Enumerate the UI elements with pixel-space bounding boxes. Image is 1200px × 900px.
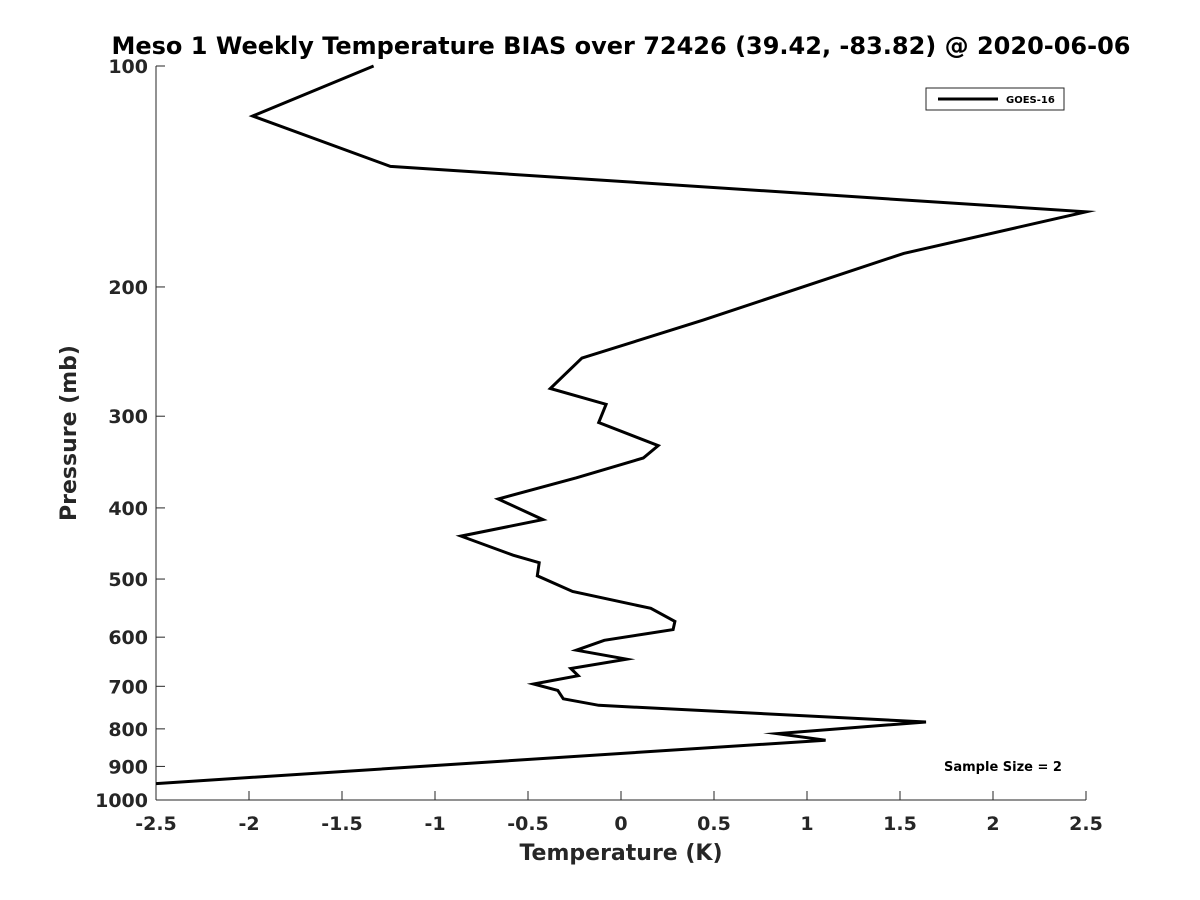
y-tick-label: 500	[108, 569, 148, 591]
y-ticks: 100 200 300 400 500 600 700 800 900 1000	[95, 56, 165, 812]
y-tick-label: 1000	[95, 790, 148, 812]
x-axis-label: Temperature (K)	[519, 841, 722, 866]
legend-label: GOES-16	[1006, 95, 1055, 106]
y-axis-label: Pressure (mb)	[57, 345, 82, 521]
x-tick-label: 0	[614, 813, 627, 835]
x-tick-label: -1.5	[321, 813, 363, 835]
x-tick-label: 1	[800, 813, 813, 835]
x-tick-label: 2.5	[1069, 813, 1103, 835]
sample-size-note: Sample Size = 2	[944, 760, 1062, 775]
x-tick-label: 0.5	[697, 813, 731, 835]
x-tick-label: -2.5	[135, 813, 177, 835]
x-tick-label: -0.5	[507, 813, 549, 835]
y-tick-label: 900	[108, 756, 148, 778]
legend: GOES-16	[925, 87, 1065, 111]
y-tick-label: 300	[108, 406, 148, 428]
y-tick-label: 100	[108, 56, 148, 78]
x-ticks: -2.5 -2 -1.5 -1 -0.5 0 0.5 1 1.5 2 2.5	[135, 791, 1103, 835]
y-tick-label: 600	[108, 627, 148, 649]
y-tick-label: 700	[108, 676, 148, 698]
y-tick-label: 400	[108, 498, 148, 520]
x-tick-label: -2	[238, 813, 259, 835]
axes	[155, 66, 1086, 801]
x-tick-label: -1	[424, 813, 445, 835]
y-tick-label: 200	[108, 277, 148, 299]
series-line-0	[155, 64, 1097, 786]
y-tick-label: 800	[108, 719, 148, 741]
x-tick-label: 1.5	[883, 813, 917, 835]
x-tick-label: 2	[986, 813, 999, 835]
chart-title: Meso 1 Weekly Temperature BIAS over 7242…	[111, 32, 1130, 60]
series-layer	[155, 64, 1097, 786]
